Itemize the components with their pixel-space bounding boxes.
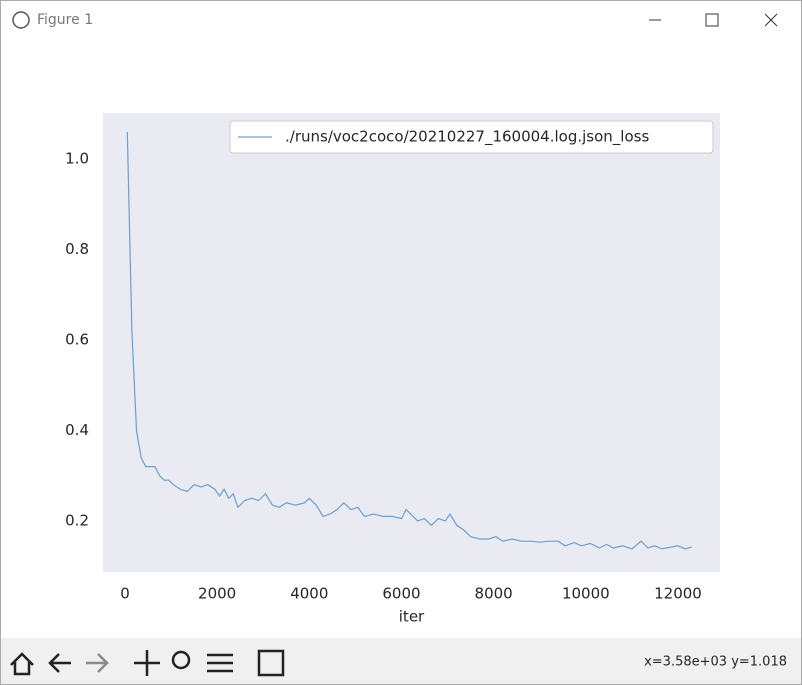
x-tick-label: 0 [120,585,130,603]
maximize-button[interactable] [705,13,719,27]
y-tick-label: 0.6 [65,331,89,349]
legend-label: ./runs/voc2coco/20210227_160004.log.json… [285,128,649,147]
configure-button[interactable] [207,653,233,673]
x-axis-label: iter [399,608,425,626]
title-bar [1,1,801,39]
x-tick-label: 8000 [475,585,513,603]
y-tick-label: 1.0 [65,150,89,168]
data-line [126,131,692,550]
zoom-button[interactable] [171,650,191,670]
home-button[interactable] [10,652,34,676]
x-tick-label: 6000 [382,585,420,603]
pan-button[interactable] [134,650,160,676]
save-button[interactable] [257,649,285,677]
window-title: Figure 1 [37,12,93,28]
close-button[interactable] [764,13,778,27]
x-tick-label: 4000 [290,585,328,603]
legend-box [229,120,714,154]
y-tick-label: 0.4 [65,421,89,439]
back-button[interactable] [48,653,71,673]
y-tick-label: 0.8 [65,240,89,258]
y-tick-label: 0.2 [65,511,89,529]
plot-area [103,113,720,572]
x-tick-label: 12000 [654,585,702,603]
forward-button[interactable] [86,653,109,673]
status-text: x=3.58e+03 y=1.018 [644,655,787,670]
app-icon [12,11,30,29]
x-tick-label: 2000 [198,585,236,603]
toolbar [1,638,801,684]
x-tick-label: 10000 [562,585,610,603]
